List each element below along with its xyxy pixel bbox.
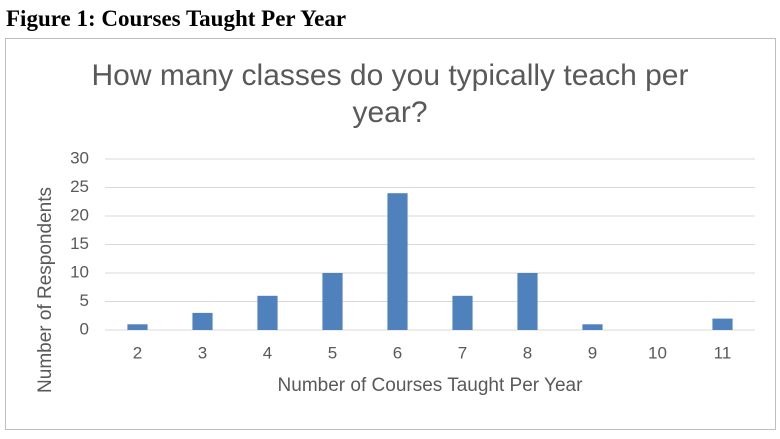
x-tick-label: 3 xyxy=(198,343,207,362)
y-tick-label: 25 xyxy=(70,177,89,196)
x-axis-label: Number of Courses Taught Per Year xyxy=(278,375,584,396)
y-tick-label: 15 xyxy=(70,234,89,253)
x-tick-label: 2 xyxy=(133,343,142,362)
bar xyxy=(192,312,213,330)
y-tick-label: 20 xyxy=(70,205,89,224)
chart-title: How many classes do you typically teach … xyxy=(91,59,689,129)
bar xyxy=(322,273,343,330)
y-tick-label: 5 xyxy=(80,291,89,310)
bar xyxy=(257,295,278,330)
bar xyxy=(452,295,473,330)
bar xyxy=(582,324,603,330)
y-tick-label: 10 xyxy=(70,262,89,281)
x-tick-label: 9 xyxy=(588,343,597,362)
bar xyxy=(127,324,148,330)
y-tick-label: 0 xyxy=(80,319,89,338)
x-tick-label: 7 xyxy=(458,343,467,362)
x-tick-label: 5 xyxy=(328,343,337,362)
x-tick-label: 4 xyxy=(263,343,272,362)
x-tick-label: 6 xyxy=(393,343,402,362)
bar xyxy=(712,318,733,330)
x-tick-label: 11 xyxy=(714,343,732,362)
y-tick-label: 30 xyxy=(70,148,89,167)
x-tick-label: 10 xyxy=(648,343,667,362)
chart-frame xyxy=(5,38,776,430)
bar xyxy=(387,193,408,330)
x-tick-label: 8 xyxy=(523,343,532,362)
y-axis-label: Number of Respondents xyxy=(35,187,56,393)
bar xyxy=(517,273,538,330)
figure-caption: Figure 1: Courses Taught Per Year xyxy=(6,6,347,31)
